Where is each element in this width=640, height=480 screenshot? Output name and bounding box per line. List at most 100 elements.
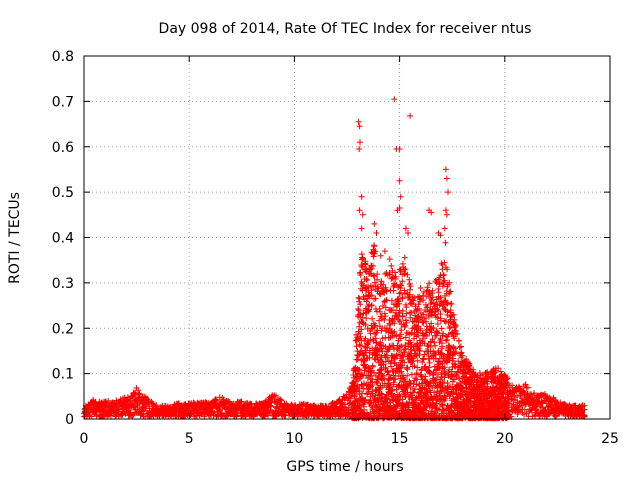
roti-point <box>356 123 363 130</box>
roti-point <box>371 220 378 227</box>
roti-point <box>442 207 449 214</box>
roti-point <box>373 230 380 236</box>
roti-point <box>368 369 375 376</box>
roti-point <box>351 392 358 399</box>
roti-point <box>356 341 363 348</box>
roti-point <box>273 392 279 399</box>
roti-point <box>424 343 431 350</box>
roti-point <box>363 276 370 282</box>
roti-point <box>386 256 393 263</box>
roti-point <box>357 333 364 340</box>
roti-point <box>388 262 395 269</box>
roti-point <box>359 211 366 218</box>
roti-point <box>373 403 380 410</box>
data-points <box>81 96 588 422</box>
y-tick-label: 0.4 <box>52 231 74 247</box>
roti-point <box>375 374 382 381</box>
roti-point <box>358 342 364 349</box>
roti-point <box>364 277 371 284</box>
y-tick-label: 0.5 <box>52 185 74 201</box>
roti-point <box>376 305 383 312</box>
x-tick-label: 15 <box>391 431 409 447</box>
roti-point <box>347 395 354 402</box>
roti-point <box>367 330 374 337</box>
chart-title: Day 098 of 2014, Rate Of TEC Index for r… <box>159 21 532 37</box>
x-tick-label: 5 <box>185 431 194 447</box>
roti-point <box>378 278 385 285</box>
roti-point <box>238 398 245 405</box>
roti-point <box>368 287 375 294</box>
roti-point <box>219 410 226 416</box>
roti-point <box>377 252 384 259</box>
roti-point <box>213 396 220 403</box>
roti-point <box>442 166 449 173</box>
roti-point <box>458 343 464 350</box>
roti-point <box>397 193 404 200</box>
roti-point <box>225 398 232 405</box>
roti-point <box>359 390 365 397</box>
y-tick-label: 0.1 <box>52 367 74 383</box>
roti-point <box>357 301 364 308</box>
roti-point <box>445 189 451 196</box>
roti-point <box>356 330 363 337</box>
y-tick-label: 0.2 <box>52 321 74 337</box>
roti-point <box>432 342 439 349</box>
roti-point <box>356 207 363 214</box>
roti-point <box>377 339 384 346</box>
roti-point <box>187 411 194 418</box>
roti-point <box>435 289 442 296</box>
roti-point <box>356 366 363 373</box>
roti-point <box>362 321 369 328</box>
y-axis-title: ROTI / TECUs <box>7 192 23 284</box>
roti-point <box>358 251 365 258</box>
roti-point <box>338 400 345 407</box>
y-tick-label: 0 <box>65 412 74 428</box>
roti-point <box>365 339 372 346</box>
roti-point <box>359 255 366 262</box>
roti-point <box>372 248 379 255</box>
x-tick-label: 0 <box>80 431 89 447</box>
roti-point <box>374 271 381 278</box>
roti-point <box>377 281 384 288</box>
roti-point <box>358 225 365 232</box>
roti-point <box>401 254 408 261</box>
roti-point <box>396 290 403 297</box>
roti-point <box>399 313 406 320</box>
roti-point <box>434 321 441 327</box>
roti-point <box>359 256 365 263</box>
roti-point <box>356 402 363 409</box>
roti-point <box>376 348 383 355</box>
roti-point <box>355 352 362 359</box>
roti-point <box>396 146 403 152</box>
roti-point <box>372 322 379 329</box>
roti-point <box>354 370 361 377</box>
roti-point <box>363 298 370 305</box>
roti-point <box>378 366 385 373</box>
roti-point <box>381 248 388 255</box>
roti-point <box>396 177 403 184</box>
roti-point <box>370 262 376 269</box>
roti-point <box>355 307 362 314</box>
roti-point <box>370 272 377 279</box>
grid-lines <box>84 56 610 419</box>
roti-point <box>417 285 424 291</box>
roti-point <box>342 401 349 408</box>
plot-frame <box>83 55 611 420</box>
y-tick-label: 0.3 <box>52 276 74 292</box>
roti-point <box>377 291 384 298</box>
roti-point <box>443 211 450 218</box>
roti-point <box>372 372 379 379</box>
roti-point <box>377 308 384 315</box>
roti-point <box>356 146 363 152</box>
roti-point <box>378 390 385 397</box>
roti-point <box>362 261 369 267</box>
roti-point <box>372 295 379 302</box>
roti-point <box>426 359 433 366</box>
roti-point <box>407 112 414 119</box>
roti-point <box>358 371 365 378</box>
roti-point <box>368 292 375 299</box>
roti-point <box>345 409 352 416</box>
roti-point <box>369 362 376 369</box>
roti-point <box>369 315 376 322</box>
